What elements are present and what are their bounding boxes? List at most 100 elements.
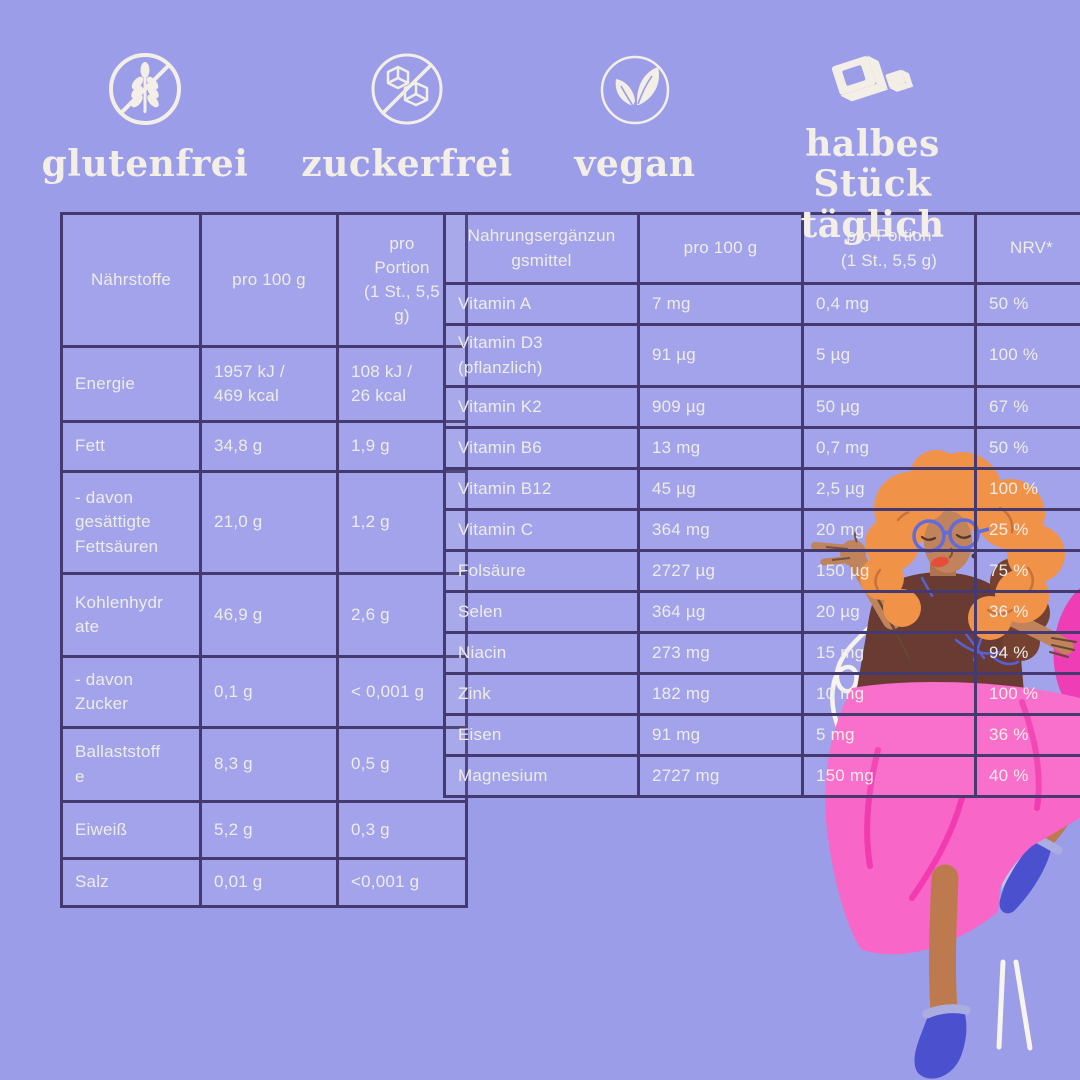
table-cell: 273 mg <box>637 631 804 675</box>
table-cell: 364 µg <box>637 590 804 634</box>
badge-vegan: vegan <box>535 50 735 184</box>
table-cell: 20 mg <box>801 508 977 552</box>
header-row: Nahrungsergänzun gsmittel pro 100 g pro Po… <box>443 212 1080 285</box>
table-cell: 1957 kJ / 469 kcal <box>199 345 339 423</box>
table-cell: 40 % <box>974 754 1080 798</box>
table-cell: 13 mg <box>637 426 804 470</box>
table-cell: 45 µg <box>637 467 804 511</box>
badge-label: glutenfrei <box>41 143 249 185</box>
table-cell: 150 mg <box>801 754 977 798</box>
table-cell: 21,0 g <box>199 470 339 575</box>
table-row: Zink 182 mg 10 mg 100 % <box>443 672 1080 716</box>
table-row: Vitamin B6 13 mg 0,7 mg 50 % <box>443 426 1080 470</box>
badge-label: vegan <box>574 143 696 185</box>
table-cell: Vitamin B6 <box>443 426 640 470</box>
header-cell: pro 100 g <box>199 212 339 348</box>
table-cell: 25 % <box>974 508 1080 552</box>
table-cell: 50 % <box>974 282 1080 326</box>
table-cell: Eisen <box>443 713 640 757</box>
no-sugar-icon <box>371 53 443 125</box>
header-cell: pro Portion (1 St., 5,5 g) <box>801 212 977 285</box>
table-cell: Ballaststoff e <box>60 726 202 803</box>
header-cell: pro 100 g <box>637 212 804 285</box>
no-gluten-icon <box>109 53 181 125</box>
chocolate-piece-icon <box>831 55 913 102</box>
table-row: Energie 1957 kJ / 469 kcal 108 kJ / 26 kca… <box>60 345 468 423</box>
vegan-leaf-icon <box>600 55 670 125</box>
table-cell: 15 mg <box>801 631 977 675</box>
standing-shoe <box>914 1010 967 1079</box>
table-cell: Zink <box>443 672 640 716</box>
table-row: Ballaststoff e 8,3 g 0,5 g <box>60 726 468 803</box>
table-cell: 5 mg <box>801 713 977 757</box>
badge-glutenfrei: glutenfrei <box>35 48 255 184</box>
white-slashes <box>996 959 1033 1051</box>
table-cell: Fett <box>60 420 202 473</box>
table-cell: 0,01 g <box>199 857 339 908</box>
table-row: Salz 0,01 g <0,001 g <box>60 857 468 908</box>
table-cell: - davon Zucker <box>60 655 202 729</box>
table-row: Magnesium 2727 mg 150 mg 40 % <box>443 754 1080 798</box>
table-cell: Vitamin D3 (pflanzlich) <box>443 323 640 388</box>
nutrition-table: Nährstoffe pro 100 g pro Portion (1 St., 5… <box>60 212 468 908</box>
table-cell: 100 % <box>974 467 1080 511</box>
table-cell: Folsäure <box>443 549 640 593</box>
table-cell: 0,1 g <box>199 655 339 729</box>
table-cell: 91 µg <box>637 323 804 388</box>
badge-halbes-stueck: halbes Stück täglich <box>750 40 995 245</box>
table-cell: Vitamin K2 <box>443 385 640 429</box>
table-cell: 34,8 g <box>199 420 339 473</box>
table-row: Eisen 91 mg 5 mg 36 % <box>443 713 1080 757</box>
table-cell: Energie <box>60 345 202 423</box>
badge-label: zuckerfrei <box>301 143 513 185</box>
table-cell: Vitamin A <box>443 282 640 326</box>
table-cell: 364 mg <box>637 508 804 552</box>
table-row: Selen 364 µg 20 µg 36 % <box>443 590 1080 634</box>
table-cell: 46,9 g <box>199 572 339 658</box>
table-row: Vitamin D3 (pflanzlich) 91 µg 5 µg 100 % <box>443 323 1080 388</box>
header-cell: Nährstoffe <box>60 212 202 348</box>
table-cell: 909 µg <box>637 385 804 429</box>
table-cell: 0,3 g <box>336 800 468 860</box>
table-row: Vitamin K2 909 µg 50 µg 67 % <box>443 385 1080 429</box>
table-cell: Niacin <box>443 631 640 675</box>
table-row: - davon Zucker 0,1 g < 0,001 g <box>60 655 468 729</box>
table-cell: 0,7 mg <box>801 426 977 470</box>
table-cell: - davon gesättigte Fettsäuren <box>60 470 202 575</box>
table-cell: 50 µg <box>801 385 977 429</box>
table-cell: 50 % <box>974 426 1080 470</box>
table-cell: 0,4 mg <box>801 282 977 326</box>
table-cell: 75 % <box>974 549 1080 593</box>
header-cell: Nahrungsergänzun gsmittel <box>443 212 640 285</box>
table-cell: 94 % <box>974 631 1080 675</box>
table-cell: 91 mg <box>637 713 804 757</box>
table-cell: Vitamin B12 <box>443 467 640 511</box>
standing-shoe-strap <box>922 1004 971 1019</box>
table-cell: Vitamin C <box>443 508 640 552</box>
badge-label: halbes Stück täglich <box>800 123 945 246</box>
table-cell: 10 mg <box>801 672 977 716</box>
badge-zuckerfrei: zuckerfrei <box>297 48 517 184</box>
table-cell: 2727 µg <box>637 549 804 593</box>
table-cell: 100 % <box>974 323 1080 388</box>
table-row: Kohlenhydr ate 46,9 g 2,6 g <box>60 572 468 658</box>
table-row: - davon gesättigte Fettsäuren 21,0 g 1,2 g <box>60 470 468 575</box>
table-row: Vitamin B12 45 µg 2,5 µg 100 % <box>443 467 1080 511</box>
table-cell: Salz <box>60 857 202 908</box>
table-cell: 67 % <box>974 385 1080 429</box>
table-cell: 20 µg <box>801 590 977 634</box>
table-row: Folsäure 2727 µg 150 µg 75 % <box>443 549 1080 593</box>
table-cell: Magnesium <box>443 754 640 798</box>
table-cell: 2727 mg <box>637 754 804 798</box>
table-cell: Eiweiß <box>60 800 202 860</box>
table-cell: 5,2 g <box>199 800 339 860</box>
table-cell: 5 µg <box>801 323 977 388</box>
table-cell: 36 % <box>974 713 1080 757</box>
table-row: Eiweiß 5,2 g 0,3 g <box>60 800 468 860</box>
standing-leg <box>928 864 959 1024</box>
table-cell: 100 % <box>974 672 1080 716</box>
table-cell: 7 mg <box>637 282 804 326</box>
table-cell: <0,001 g <box>336 857 468 908</box>
